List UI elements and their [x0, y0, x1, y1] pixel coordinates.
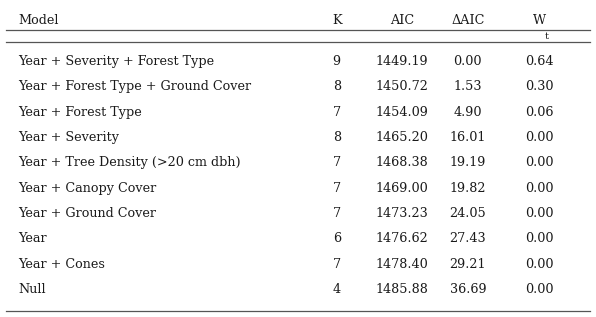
- Text: 36.69: 36.69: [449, 283, 486, 296]
- Text: 0.00: 0.00: [525, 207, 554, 220]
- Text: 0.06: 0.06: [525, 106, 554, 119]
- Text: 7: 7: [333, 207, 341, 220]
- Text: 1.53: 1.53: [454, 80, 482, 93]
- Text: 1450.72: 1450.72: [376, 80, 429, 93]
- Text: 27.43: 27.43: [449, 232, 486, 245]
- Text: Year + Forest Type: Year + Forest Type: [18, 106, 142, 119]
- Text: 29.21: 29.21: [449, 258, 486, 271]
- Text: 1476.62: 1476.62: [376, 232, 429, 245]
- Text: 16.01: 16.01: [449, 131, 486, 144]
- Text: 0.00: 0.00: [525, 283, 554, 296]
- Text: 7: 7: [333, 106, 341, 119]
- Text: 1449.19: 1449.19: [376, 55, 429, 68]
- Text: 7: 7: [333, 182, 341, 195]
- Text: K: K: [332, 14, 342, 27]
- Text: 4.90: 4.90: [454, 106, 482, 119]
- Text: 1465.20: 1465.20: [376, 131, 429, 144]
- Text: 7: 7: [333, 258, 341, 271]
- Text: Year + Severity: Year + Severity: [18, 131, 119, 144]
- Text: 0.00: 0.00: [525, 182, 554, 195]
- Text: 1469.00: 1469.00: [376, 182, 429, 195]
- Text: 4: 4: [333, 283, 341, 296]
- Text: 1485.88: 1485.88: [376, 283, 429, 296]
- Text: 0.00: 0.00: [525, 156, 554, 169]
- Text: 8: 8: [333, 80, 341, 93]
- Text: 0.00: 0.00: [525, 232, 554, 245]
- Text: 1473.23: 1473.23: [376, 207, 429, 220]
- Text: 0.30: 0.30: [525, 80, 554, 93]
- Text: Year: Year: [18, 232, 46, 245]
- Text: Null: Null: [18, 283, 45, 296]
- Text: 0.64: 0.64: [525, 55, 554, 68]
- Text: 0.00: 0.00: [454, 55, 482, 68]
- Text: 8: 8: [333, 131, 341, 144]
- Text: 24.05: 24.05: [449, 207, 486, 220]
- Text: Year + Tree Density (>20 cm dbh): Year + Tree Density (>20 cm dbh): [18, 156, 241, 169]
- Text: Model: Model: [18, 14, 58, 27]
- Text: 6: 6: [333, 232, 341, 245]
- Text: 0.00: 0.00: [525, 131, 554, 144]
- Text: 1454.09: 1454.09: [376, 106, 429, 119]
- Text: 7: 7: [333, 156, 341, 169]
- Text: Year + Severity + Forest Type: Year + Severity + Forest Type: [18, 55, 214, 68]
- Text: 9: 9: [333, 55, 341, 68]
- Text: AIC: AIC: [390, 14, 414, 27]
- Text: t: t: [545, 32, 548, 41]
- Text: W: W: [533, 14, 546, 27]
- Text: ΔAIC: ΔAIC: [451, 14, 485, 27]
- Text: 19.82: 19.82: [449, 182, 486, 195]
- Text: Year + Forest Type + Ground Cover: Year + Forest Type + Ground Cover: [18, 80, 251, 93]
- Text: 0.00: 0.00: [525, 258, 554, 271]
- Text: 1468.38: 1468.38: [376, 156, 429, 169]
- Text: Year + Ground Cover: Year + Ground Cover: [18, 207, 156, 220]
- Text: 19.19: 19.19: [449, 156, 486, 169]
- Text: Year + Canopy Cover: Year + Canopy Cover: [18, 182, 156, 195]
- Text: Year + Cones: Year + Cones: [18, 258, 105, 271]
- Text: 1478.40: 1478.40: [376, 258, 429, 271]
